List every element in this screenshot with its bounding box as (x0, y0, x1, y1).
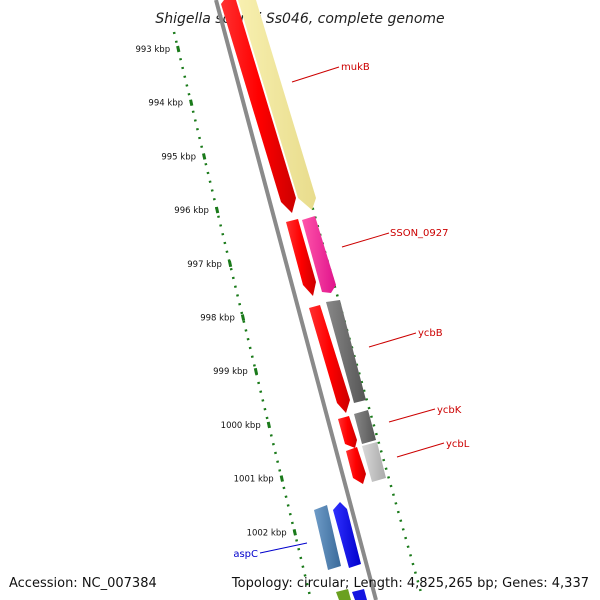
gene-labels: mukB SSON_0927 ycbB ycbK ycbL aspC (233, 62, 469, 560)
scale-tick-label: 997 kbp (187, 260, 222, 270)
accession-text: Accession: NC_007384 (9, 576, 157, 591)
gene-arrow-aspc[interactable] (333, 502, 361, 568)
scale-tick (214, 206, 220, 214)
gene-label-aspc[interactable]: aspC (233, 549, 258, 560)
gene-label-sson0927[interactable]: SSON_0927 (390, 228, 449, 239)
scale-tick (240, 314, 246, 321)
leader-line-ycbk (388, 408, 436, 423)
scale-tick-label: 998 kbp (200, 314, 235, 324)
leader-line-aspc (259, 542, 308, 554)
scale-tick (292, 528, 297, 536)
scale-tick (202, 153, 207, 160)
scale-tick-label: 999 kbp (213, 367, 248, 377)
scale-tick (279, 475, 284, 482)
leader-line-mukb (291, 66, 340, 83)
genome-title: Shigella sonnei Ss046, complete genome (155, 11, 444, 27)
scale-tick-label: 993 kbp (135, 45, 170, 55)
genome-summary-text: Topology: circular; Length: 4,825,265 bp… (231, 576, 589, 591)
scale-tick (176, 45, 181, 53)
scale-tick-label: 995 kbp (161, 152, 196, 162)
gene-arrow-ycbk-red[interactable] (338, 416, 357, 448)
gene-arrow-mukb-annotation[interactable] (238, 0, 316, 210)
leader-line-ycbb (368, 332, 417, 348)
scale-tick-label: 1002 kbp (247, 528, 287, 538)
gene-label-ycbl[interactable]: ycbL (446, 439, 470, 450)
scale-tick (227, 260, 233, 268)
scale-tick (189, 99, 194, 107)
gene-arrow-mukb-red[interactable] (221, 0, 296, 213)
genome-backbone (214, 0, 378, 600)
gene-arrow-ycbb[interactable] (326, 300, 366, 403)
scale-ticks: 993 kbp 994 kbp 995 kbp 996 kbp 997 kbp 998 k… (135, 45, 297, 538)
leader-line-ycbl (396, 442, 445, 458)
scale-tick-label: 1000 kbp (221, 421, 261, 431)
scale-tick (266, 421, 272, 429)
gene-arrow-next-green[interactable] (336, 589, 351, 600)
gene-arrow-ycbl-red[interactable] (346, 447, 366, 484)
gene-arrow-aspc-steel[interactable] (314, 505, 341, 570)
gene-label-ycbb[interactable]: ycbB (418, 328, 443, 339)
scale-tick-label: 1001 kbp (234, 475, 274, 485)
gene-arrow-sson0927[interactable] (302, 216, 336, 293)
gene-arrow-sson0927-red[interactable] (286, 219, 316, 296)
scale-tick-label: 994 kbp (148, 99, 183, 109)
gene-label-ycbk[interactable]: ycbK (437, 405, 462, 416)
gene-arrow-ycbk[interactable] (354, 410, 376, 444)
gene-label-mukb[interactable]: mukB (341, 62, 370, 73)
gene-arrow-next-blue[interactable] (352, 589, 367, 600)
scale-tick-label: 996 kbp (174, 206, 209, 216)
gene-arrow-ycbb-red[interactable] (309, 305, 350, 413)
leader-line-sson0927 (341, 232, 390, 248)
gene-arrow-ycbl[interactable] (362, 442, 386, 482)
scale-tick (253, 367, 259, 375)
